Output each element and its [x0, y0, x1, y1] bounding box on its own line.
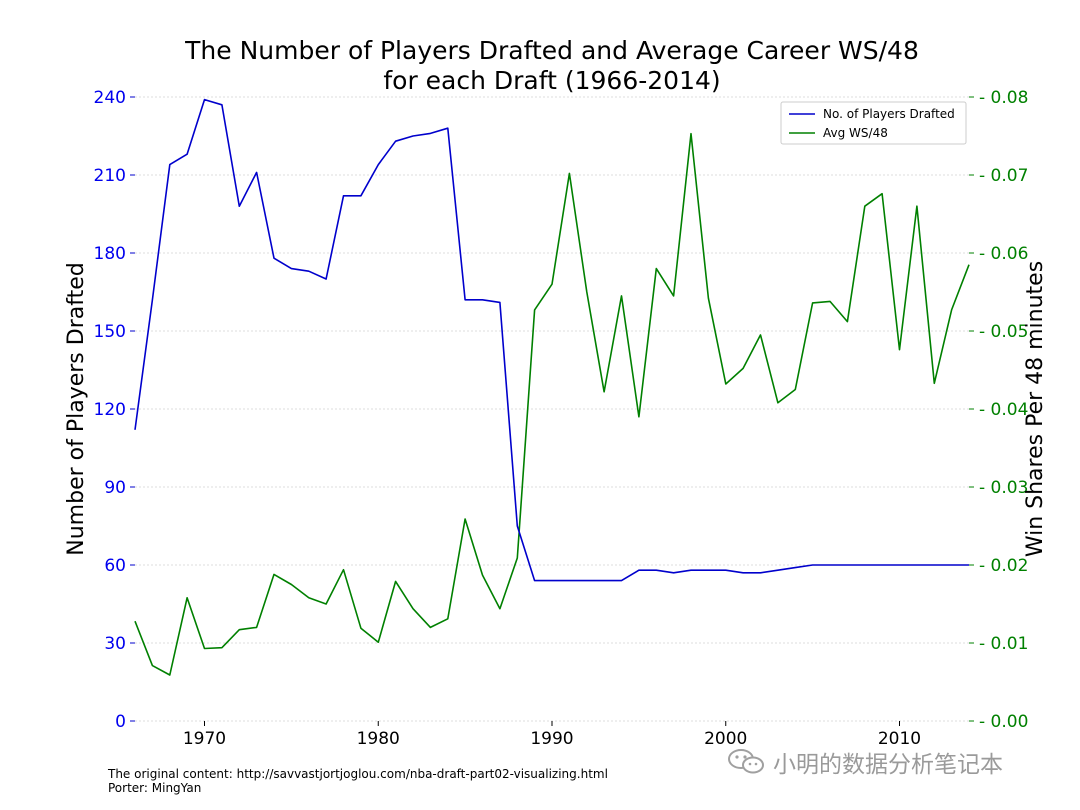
left-tick-label: 120 — [94, 400, 126, 420]
legend-label-players: No. of Players Drafted — [823, 107, 955, 121]
legend-label-ws48: Avg WS/48 — [823, 126, 888, 140]
x-tick-label: 1980 — [357, 729, 400, 749]
right-tick-label: - 0.04 — [979, 400, 1028, 420]
footer-porter: Porter: MingYan — [108, 781, 202, 795]
left-tick-label: 0 — [115, 712, 126, 732]
left-tick-label: 60 — [104, 556, 126, 576]
left-tick-label: 210 — [94, 166, 126, 186]
right-y-axis: - 0.00 - 0.01 - 0.02 - 0.03 - 0.04 - 0.05 - 0.… — [969, 88, 1028, 732]
left-y-axis-label: Number of Players Drafted — [64, 262, 89, 555]
left-tick-label: 240 — [94, 88, 126, 108]
chart-title-line-1: The Number of Players Drafted and Averag… — [184, 36, 919, 65]
chart-title-line-2: for each Draft (1966-2014) — [383, 66, 720, 95]
right-tick-label: - 0.02 — [979, 556, 1028, 576]
legend-box — [780, 101, 967, 145]
left-tick-label: 150 — [94, 322, 126, 342]
right-tick-label: - 0.03 — [979, 478, 1028, 498]
legend: No. of Players Drafted Avg WS/48 — [780, 101, 967, 145]
footer-source: The original content: http://savvastjort… — [108, 767, 608, 781]
series-line-avg-ws48 — [134, 132, 970, 676]
right-tick-label: - 0.00 — [979, 712, 1028, 732]
x-tick-label: 2000 — [704, 729, 747, 749]
left-tick-label: 90 — [104, 478, 126, 498]
right-tick-label: - 0.06 — [979, 244, 1028, 264]
series-line-players-drafted — [134, 98, 969, 582]
left-tick-label: 30 — [104, 634, 126, 654]
left-y-axis: 0 30 60 90 120 150 180 210 240 — [94, 88, 135, 732]
series-layer — [134, 98, 970, 676]
left-tick-label: 180 — [94, 244, 126, 264]
wechat-icon — [728, 749, 764, 774]
right-y-axis-label: Win Shares Per 48 minutes — [1023, 261, 1048, 557]
x-tick-label: 1970 — [183, 729, 226, 749]
watermark: 小明的数据分析笔记本 — [727, 744, 1003, 780]
x-tick-label: 1990 — [530, 729, 573, 749]
x-tick-label: 2010 — [878, 729, 921, 749]
right-tick-label: - 0.01 — [979, 634, 1028, 654]
right-tick-label: - 0.07 — [979, 166, 1028, 186]
right-tick-label: - 0.08 — [979, 88, 1028, 108]
right-tick-label: - 0.05 — [979, 322, 1028, 342]
watermark-text: 小明的数据分析笔记本 — [773, 752, 1003, 778]
x-axis: 1970 1980 1990 2000 2010 — [183, 721, 921, 749]
